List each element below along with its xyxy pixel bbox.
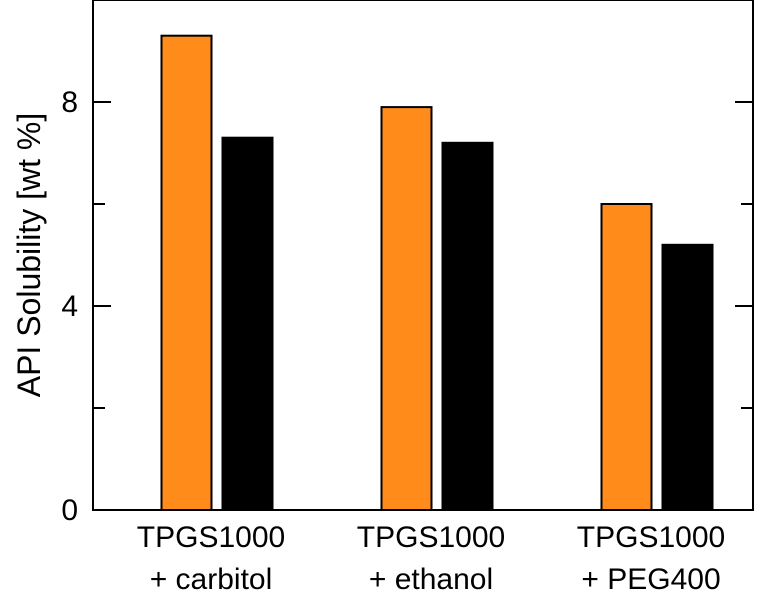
y-axis-ticks — [93, 101, 753, 511]
bar-orange — [160, 34, 213, 511]
x-category-label: + PEG400 — [581, 563, 720, 596]
y-tick-label: 0 — [61, 494, 78, 527]
x-category-label: TPGS1000 — [137, 521, 285, 554]
x-category-labels: TPGS1000 + carbitol TPGS1000 + ethanol TPGS1… — [137, 521, 725, 596]
bar-orange — [380, 106, 433, 511]
bar-black — [661, 243, 714, 512]
y-tick-label: 4 — [61, 290, 78, 323]
x-category-label: TPGS1000 — [577, 521, 725, 554]
x-category-label: + carbitol — [150, 563, 273, 596]
bars — [160, 34, 714, 512]
x-category-label: + ethanol — [369, 563, 493, 596]
bar-black — [441, 141, 494, 512]
bar-black — [221, 136, 274, 511]
x-category-label: TPGS1000 — [357, 521, 505, 554]
y-axis-title: API Solubility [wt %] — [11, 113, 47, 398]
y-tick-labels: 0 4 8 — [61, 86, 78, 527]
bar-orange — [600, 203, 653, 511]
y-tick-label: 8 — [61, 86, 78, 119]
